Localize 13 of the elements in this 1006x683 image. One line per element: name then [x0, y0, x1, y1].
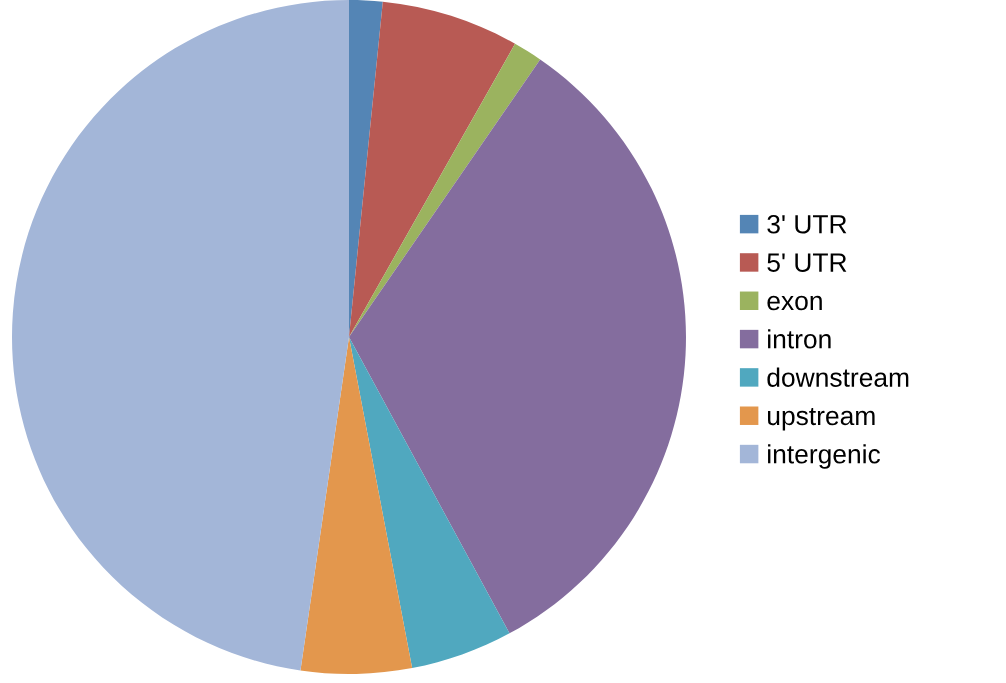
pie-slice — [349, 43, 541, 337]
legend-label: downstream — [767, 367, 909, 387]
legend-label: upstream — [768, 407, 875, 431]
legend-label: intergenic — [768, 444, 881, 469]
legend-label: 5' UTR — [767, 253, 847, 272]
pie-slice — [349, 59, 686, 634]
pie-slice — [349, 337, 510, 669]
legend-label: exon — [767, 295, 822, 311]
pie-slice — [349, 1, 516, 337]
pie-slice — [12, 0, 349, 671]
legend-label: 3' UTR — [767, 214, 847, 234]
pie-slice — [300, 337, 413, 674]
legend-label: intron — [768, 329, 831, 349]
